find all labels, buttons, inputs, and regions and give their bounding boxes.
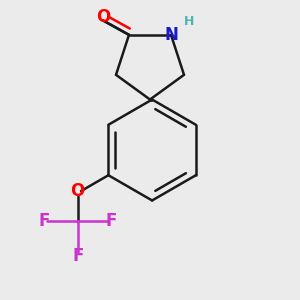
Text: F: F [38, 212, 50, 230]
Text: H: H [184, 15, 194, 28]
Text: F: F [106, 212, 117, 230]
Text: O: O [70, 182, 85, 200]
Text: N: N [164, 26, 178, 44]
Text: O: O [96, 8, 110, 26]
Text: F: F [72, 247, 83, 265]
